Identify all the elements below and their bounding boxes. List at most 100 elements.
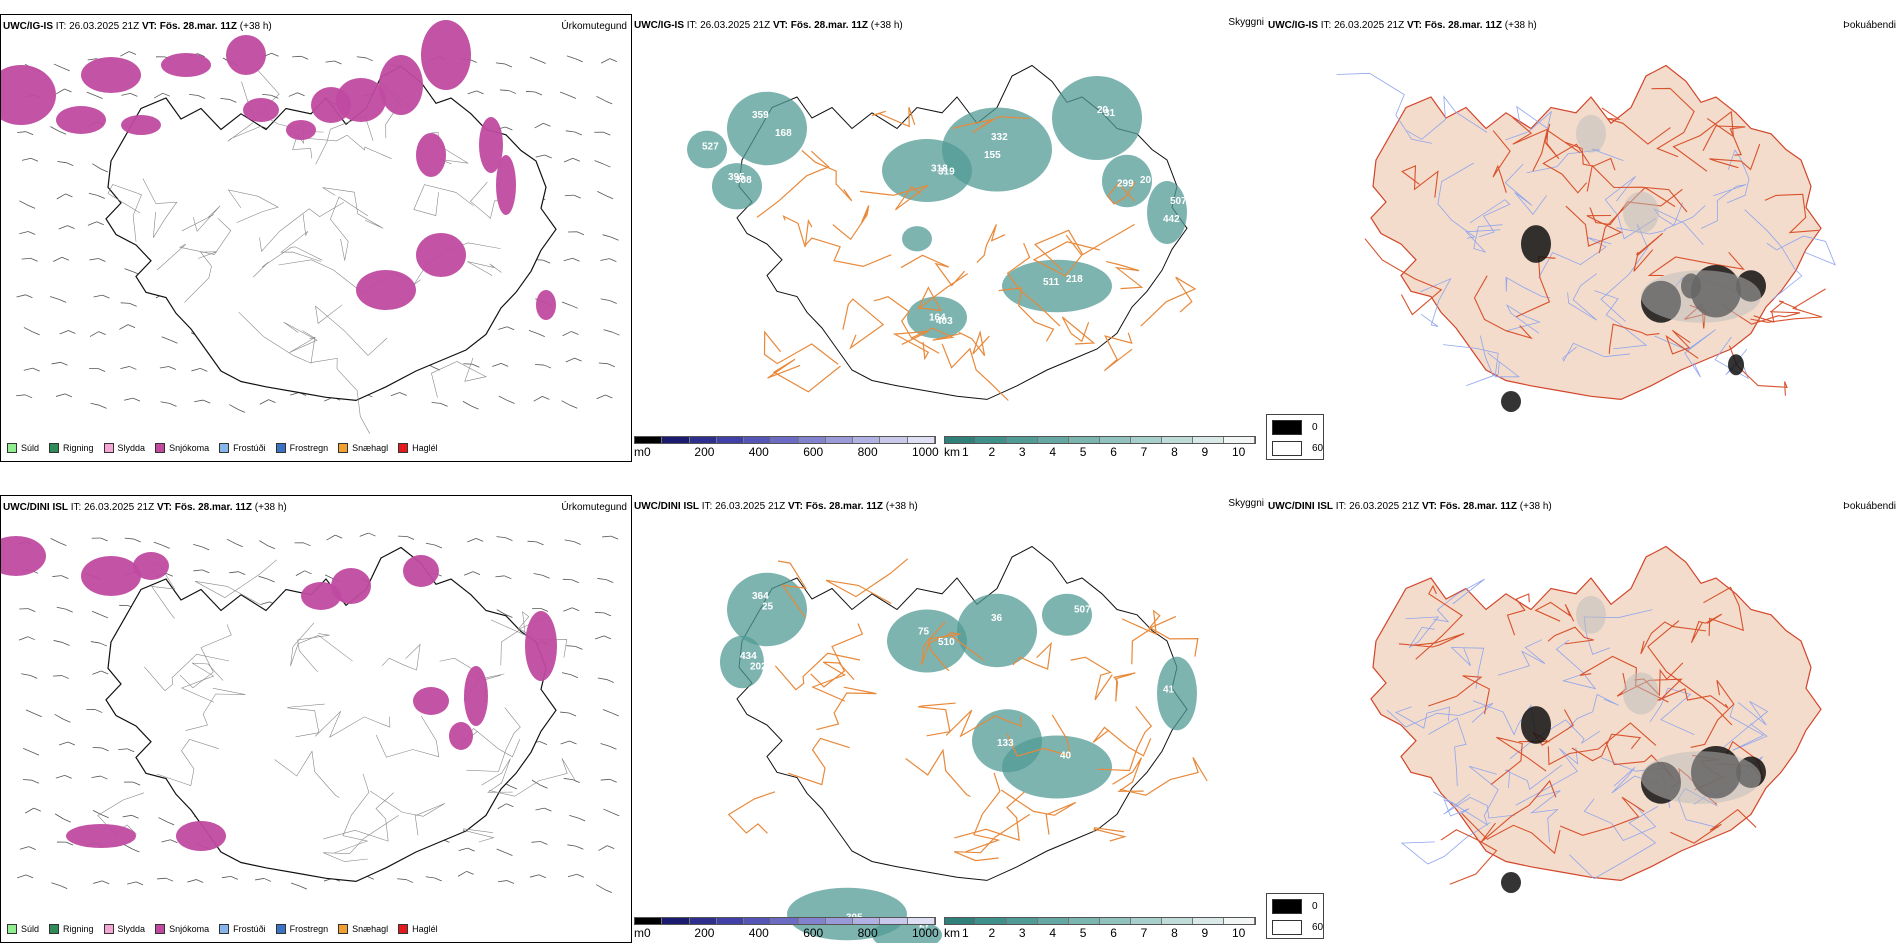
- iceland-precip-map: [1, 20, 620, 434]
- legend-swatch: [155, 924, 166, 934]
- wind-barb: [469, 59, 477, 63]
- wind-barb: [191, 367, 201, 372]
- road-line: [910, 327, 961, 354]
- colorbar-tick: 3: [1018, 445, 1026, 459]
- wind-barb: [598, 845, 608, 851]
- field-patch: [161, 53, 211, 77]
- legend-item: Rigning: [49, 924, 94, 934]
- wind-barb: [271, 52, 279, 57]
- road-line: [1726, 149, 1750, 204]
- colorbar-tick: 400: [748, 445, 769, 459]
- wind-barb: [303, 542, 311, 547]
- wind-barb: [60, 885, 68, 890]
- road-line: [767, 358, 841, 393]
- wind-barb: [496, 536, 506, 539]
- ceiling-label: 507: [1170, 196, 1187, 207]
- road-line: [805, 237, 892, 268]
- wind-barb: [92, 746, 102, 749]
- wind-barb: [597, 578, 607, 581]
- road-line: [1336, 72, 1433, 144]
- init-time: 26.03.2025 21Z: [69, 21, 140, 32]
- wind-barb: [529, 874, 539, 878]
- road-line: [1473, 275, 1533, 340]
- road-line: [157, 739, 219, 786]
- field-patch: [356, 270, 416, 310]
- legend-label: Snæhagl: [352, 443, 389, 453]
- panel-header: UWC/IG-IS IT: 26.03.2025 21Z VT: Fös. 28…: [1268, 20, 1537, 31]
- wind-barb: [63, 718, 71, 723]
- road-line: [917, 273, 969, 312]
- road-line: [1744, 209, 1803, 300]
- colorbar-segment: [880, 918, 908, 924]
- road-line: [290, 622, 353, 667]
- ceiling-label: 36: [991, 613, 1003, 624]
- wind-barb: [542, 574, 550, 579]
- wind-barb: [131, 814, 139, 819]
- colorbar-segment: [716, 918, 745, 924]
- road-line: [1480, 779, 1557, 843]
- wind-barb: [434, 544, 443, 549]
- road-line: [1571, 733, 1642, 762]
- road-line: [370, 790, 446, 836]
- colorbar-unit: m: [634, 926, 644, 940]
- wind-barb: [87, 58, 97, 61]
- wind-barb: [58, 298, 67, 303]
- wind-barb: [121, 92, 131, 96]
- wind-barb: [170, 339, 178, 344]
- fog-panel-top: UWC/IG-IS IT: 26.03.2025 21Z VT: Fös. 28…: [1266, 14, 1900, 462]
- road-line: [1505, 105, 1552, 141]
- wind-barb: [508, 90, 517, 94]
- field-patch: [942, 107, 1052, 192]
- panel-header: UWC/DINI ISL IT: 26.03.2025 21Z VT: Fös.…: [3, 502, 287, 513]
- colorbar-segment: [744, 918, 772, 924]
- colorbar-strip: [944, 436, 1256, 444]
- road-line: [156, 217, 232, 271]
- wind-barb: [366, 875, 375, 880]
- wind-barb: [611, 712, 619, 717]
- colorbar-tick: 7: [1140, 926, 1148, 940]
- wind-barb: [390, 392, 400, 397]
- colorbar-tick: 800: [857, 926, 878, 940]
- lead-time: (+38 h): [254, 502, 287, 513]
- field-patch: [1641, 751, 1761, 804]
- wind-barb: [98, 258, 106, 262]
- colorbar-tick: 5: [1079, 926, 1087, 940]
- wind-barb: [56, 193, 66, 200]
- legend-item: Frostregn: [275, 924, 328, 934]
- wind-barb: [128, 51, 137, 55]
- colorbar-segment: [945, 437, 976, 443]
- field-patch: [464, 666, 488, 726]
- wind-barb: [99, 404, 107, 409]
- wind-barb: [576, 873, 585, 878]
- field-patch: [243, 98, 279, 122]
- road-line: [945, 709, 1022, 738]
- wind-barb: [96, 221, 104, 226]
- road-line: [1544, 123, 1581, 160]
- wind-barb: [472, 363, 480, 368]
- wind-barb: [600, 743, 610, 747]
- wind-barb: [120, 366, 130, 369]
- wind-barb: [235, 543, 243, 548]
- road-line: [1428, 675, 1491, 715]
- wind-barb: [564, 539, 574, 542]
- colorbar-strip: [944, 917, 1256, 925]
- wind-barb: [534, 91, 543, 96]
- precip-legend: Súld Rigning Slydda Snjókoma Frostúði Frostre…: [7, 924, 438, 934]
- wind-barb: [603, 808, 613, 814]
- colorbar-ceiling: m 0 200 400 600 800 1000: [634, 436, 939, 462]
- road-line: [727, 791, 776, 834]
- wind-barb: [118, 748, 128, 751]
- road-line: [1515, 256, 1556, 318]
- field-patch: [421, 20, 471, 90]
- legend-swatch: [103, 443, 114, 453]
- ceiling-label: 218: [1066, 274, 1083, 285]
- road-line: [1440, 829, 1498, 885]
- wind-barb: [575, 58, 583, 63]
- wind-barb: [467, 847, 475, 852]
- road-line: [322, 187, 384, 229]
- colorbar-tick: 200: [694, 926, 715, 940]
- colorbar-segment: [1224, 437, 1255, 443]
- road-line: [287, 703, 325, 738]
- wind-barb: [600, 58, 611, 64]
- colorbar-unit: m: [634, 445, 644, 459]
